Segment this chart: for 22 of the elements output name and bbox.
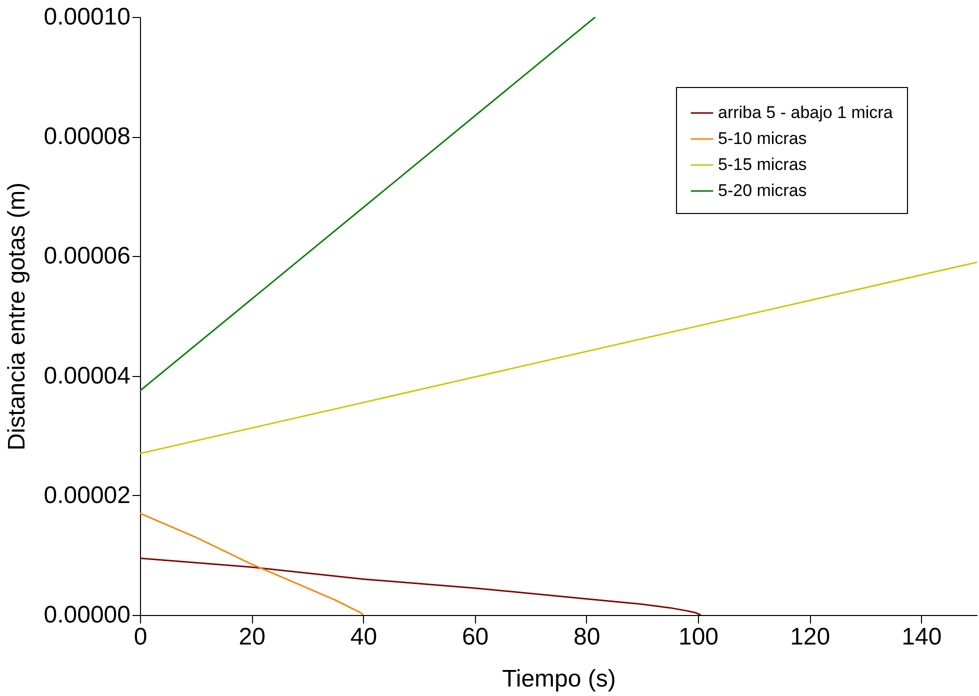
legend-label: 5-10 micras: [718, 129, 807, 148]
y-tick-label: 0.00008: [44, 123, 130, 150]
line-series: [140, 557, 702, 615]
x-tick-label: 100: [678, 624, 719, 650]
y-tick-label: 0.00004: [44, 362, 130, 390]
y-tick-label: 0.00006: [44, 242, 130, 270]
x-tick-label: 120: [790, 624, 830, 650]
legend-label: 5-20 micras: [718, 181, 807, 200]
x-tick-label: 20: [238, 624, 266, 650]
y-axis-title: Distancia entre gotas (m): [4, 182, 31, 451]
x-tick-label: 0: [134, 624, 148, 650]
x-axis-title: Tiempo (s): [502, 666, 616, 692]
x-tick-label: 40: [350, 624, 378, 650]
x-tick-label: 140: [902, 624, 942, 650]
legend-label: arriba 5 - abajo 1 micra: [718, 103, 894, 122]
x-tick-label: 60: [462, 624, 489, 650]
x-tick-label: 80: [574, 624, 600, 650]
y-tick-label: 0.00010: [44, 4, 130, 30]
y-tick-label: 0.00000: [44, 602, 130, 628]
line-series: [140, 512, 364, 615]
y-tick-label: 0.00002: [44, 482, 130, 509]
legend-label: 5-15 micras: [718, 155, 807, 174]
